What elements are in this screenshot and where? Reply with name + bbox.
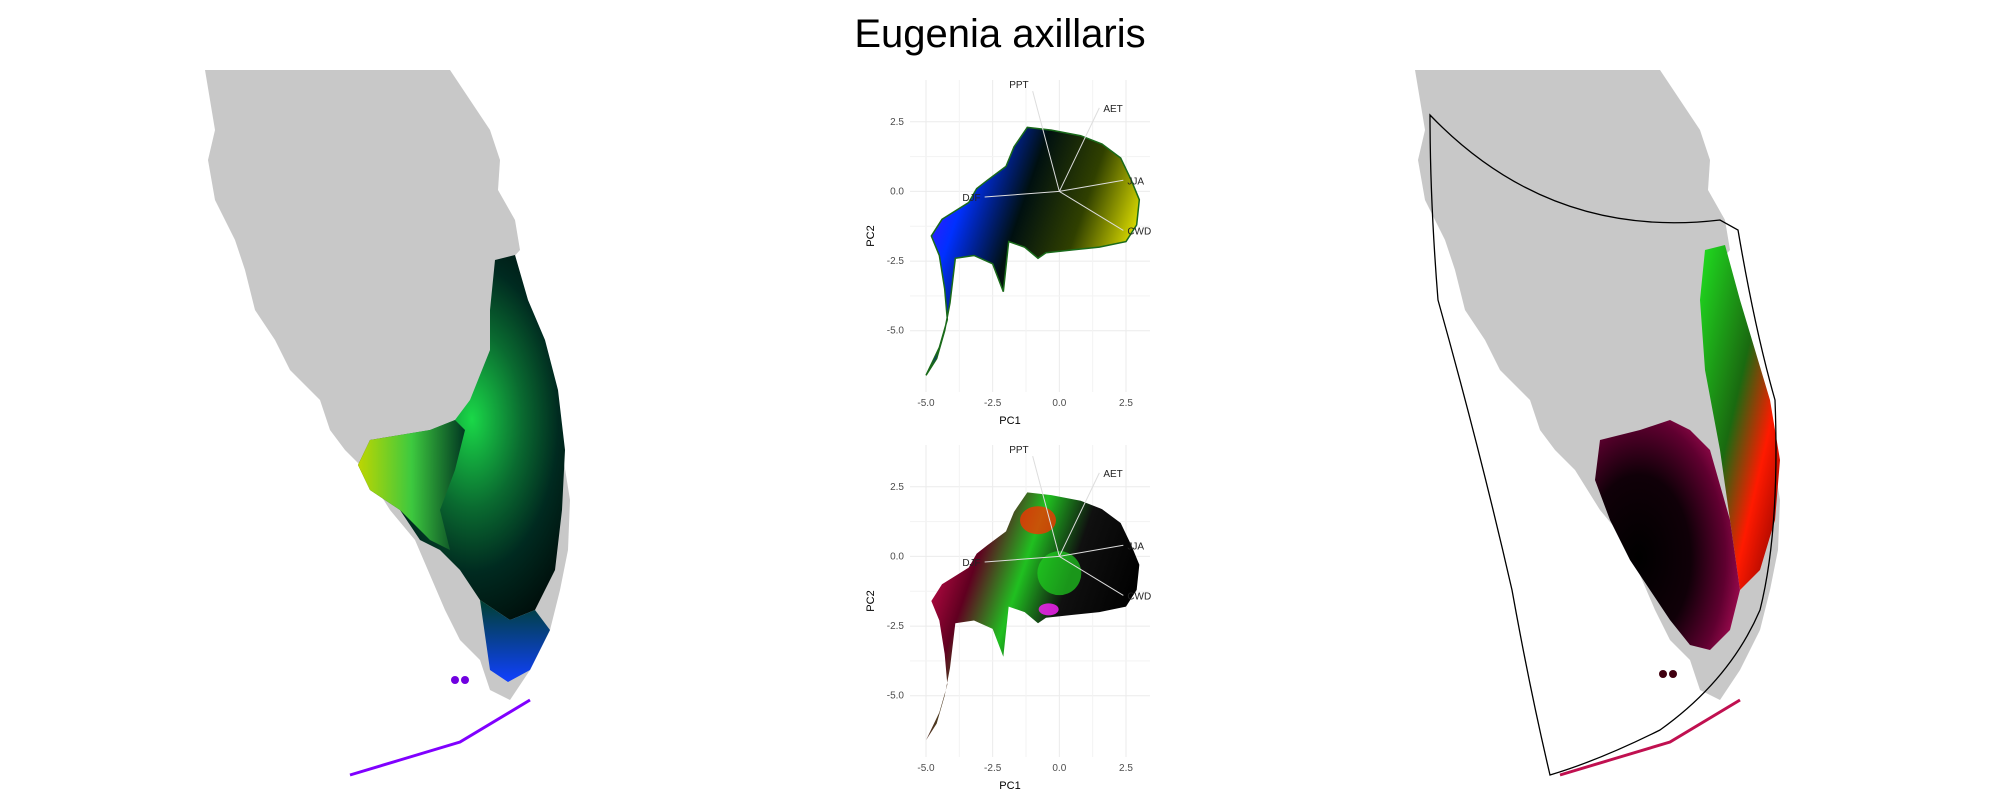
x-tick-label: 0.0 (1052, 763, 1066, 774)
y-tick-label: 0.0 (890, 551, 904, 562)
map-point (1669, 670, 1677, 678)
x-tick-label: 2.5 (1119, 398, 1133, 409)
loading-arrow (1059, 544, 1124, 557)
loading-label: AET (1103, 469, 1122, 480)
point-cluster (1037, 551, 1082, 596)
x-tick-label: 2.5 (1119, 763, 1133, 774)
y-tick-label: -2.5 (887, 621, 905, 632)
map-geographic-color (1415, 70, 1780, 777)
map-point (451, 676, 459, 684)
point-cloud-edge (925, 126, 1141, 376)
point-cluster (1038, 603, 1059, 616)
y-axis-label: PC2 (865, 590, 877, 611)
loading-arrow (1058, 472, 1100, 557)
y-tick-label: 2.5 (890, 482, 904, 493)
point-cloud (926, 127, 1140, 376)
map-keys (1559, 698, 1741, 777)
x-tick-label: -2.5 (984, 763, 1002, 774)
loading-arrow (984, 190, 1060, 198)
pca-bottom: PPT AET JJA DJF CWD -5.0 -2.5 0.0 2.5 -5.0 -2.5 0.0… (865, 445, 1151, 792)
figure-title: Eugenia axillaris (854, 12, 1146, 56)
x-tick-label: 0.0 (1052, 398, 1066, 409)
y-axis-label: PC2 (865, 225, 877, 246)
loading-label: AET (1103, 104, 1122, 115)
map-range-blue (480, 600, 550, 682)
loading-arrow (984, 555, 1060, 563)
loading-label: CWD (1127, 226, 1151, 237)
point-cluster (1020, 506, 1056, 535)
x-axis-label: PC1 (999, 415, 1020, 427)
map-range-north (1700, 245, 1780, 590)
y-tick-label: 0.0 (890, 186, 904, 197)
loading-arrow (1059, 556, 1124, 596)
map-range-south (1595, 420, 1740, 650)
map-point (1659, 670, 1667, 678)
loading-label: DJF (962, 193, 980, 204)
study-area-outline (1429, 113, 1777, 776)
loading-label: JJA (1127, 176, 1144, 187)
loading-label: PPT (1009, 445, 1028, 456)
loading-arrow (1032, 456, 1060, 557)
loading-arrow (1058, 107, 1100, 192)
loading-label: PPT (1009, 80, 1028, 91)
y-tick-label: 2.5 (890, 117, 904, 128)
x-tick-label: -2.5 (984, 398, 1002, 409)
x-tick-label: -5.0 (917, 398, 935, 409)
x-axis-label: PC1 (999, 780, 1020, 792)
y-tick-label: -2.5 (887, 256, 905, 267)
y-tick-label: -5.0 (887, 326, 905, 337)
map-range-yellow (358, 420, 465, 550)
loading-label: JJA (1127, 541, 1144, 552)
map-point (461, 676, 469, 684)
pca-top: PPT AET JJA DJF CWD -5.0 -2.5 0.0 2.5 -5.0 -2.5 0.0… (865, 80, 1151, 427)
loading-arrow (1032, 91, 1060, 192)
map-environmental-color (205, 70, 570, 777)
x-tick-label: -5.0 (917, 763, 935, 774)
loading-label: DJF (962, 558, 980, 569)
map-keys (349, 698, 531, 777)
point-cloud (926, 492, 1140, 741)
y-tick-label: -5.0 (887, 691, 905, 702)
loading-arrow (1059, 179, 1124, 192)
loading-label: CWD (1127, 591, 1151, 602)
loading-arrow (1059, 191, 1124, 231)
